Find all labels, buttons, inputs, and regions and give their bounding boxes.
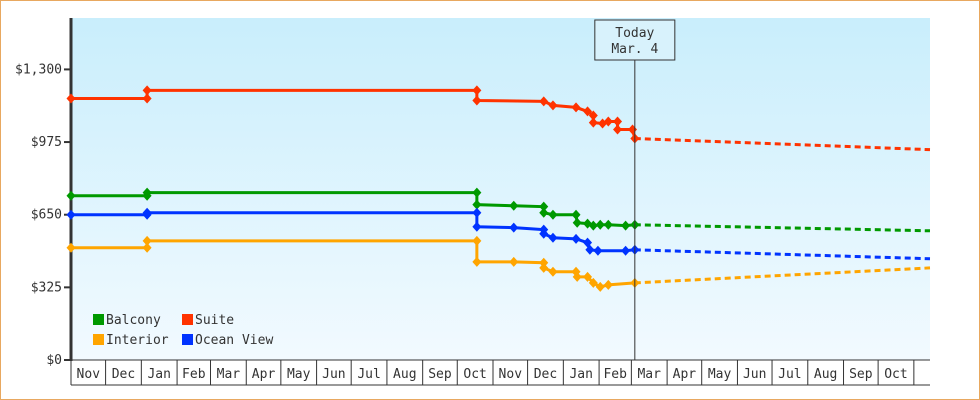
balcony-point [621,220,631,231]
x-tick-label: Jun [322,367,345,382]
x-tick-label: Nov [499,367,523,382]
today-box [594,19,676,61]
x-tick-label: Oct [884,367,907,382]
interior-point [472,256,482,267]
interior-point [588,277,598,288]
x-tick-label: Aug [393,367,416,382]
ocean-view-point [621,245,631,256]
suite-point [588,117,598,128]
y-tick-label: $0 [46,353,62,368]
suite-point [472,95,482,106]
interior-point [539,257,549,268]
ocean-view-point [585,244,595,255]
interior-point [572,271,582,282]
interior-point [472,235,482,246]
balcony-point [509,200,519,211]
legend-label: Interior [106,333,169,348]
legend-label: Balcony [106,313,161,328]
x-tick-label: May [287,367,311,382]
balcony-point [539,201,549,212]
x-tick-label: Jan [147,367,170,382]
x-tick-label: Oct [463,367,486,382]
x-tick-label: Dec [112,367,135,382]
suite-point [583,106,593,117]
ocean-view-point [142,207,152,218]
x-tick-label: Feb [182,367,206,382]
legend-label: Suite [195,313,234,328]
interior-point [583,271,593,282]
x-tick-label: Dec [534,367,557,382]
x-tick-label: Feb [603,367,627,382]
suite-point [603,116,613,127]
balcony-point [572,217,582,228]
x-tick-label: Apr [252,367,276,382]
interior-point [66,242,76,253]
balcony-point [66,190,76,201]
ocean-view-point [66,209,76,220]
suite-point [588,110,598,121]
suite-point [548,100,558,111]
y-tick-label: $1,300 [15,62,62,77]
x-tick-label: Mar [217,367,241,382]
y-tick-label: $650 [31,208,62,223]
balcony-point [142,187,152,198]
today-date: Mar. 4 [611,42,658,57]
interior-point [603,279,613,290]
legend-swatch [182,314,193,325]
suite-point [539,96,549,107]
x-tick-label: Sep [849,367,873,382]
x-tick-label: Jan [569,367,592,382]
interior-line [71,239,635,289]
x-tick-label: Jul [778,367,801,382]
x-tick-label: Aug [814,367,837,382]
balcony-point [588,220,598,231]
balcony-point [571,209,581,220]
today-label: Today [615,26,654,41]
ocean-view-point [472,221,482,232]
suite-point [472,85,482,96]
ocean-view-point [539,228,549,239]
ocean-view-point [509,222,519,233]
legend-swatch [182,334,193,345]
x-tick-label: May [708,367,732,382]
balcony-point [539,207,549,218]
interior-point [142,235,152,246]
suite-point [142,93,152,104]
legend-swatch [93,334,104,345]
x-tick-label: Jun [743,367,766,382]
suite-point [142,85,152,96]
x-tick-label: Sep [428,367,452,382]
suite-point [613,124,623,135]
balcony-point [548,209,558,220]
ocean-view-point [472,207,482,218]
balcony-point [472,199,482,210]
x-tick-label: Jul [357,367,380,382]
x-tick-label: Nov [77,367,101,382]
interior-point [548,266,558,277]
balcony-point [472,187,482,198]
suite-point [613,116,623,127]
interior-point [595,281,605,292]
ocean-view-point [548,232,558,243]
balcony-point [595,219,605,230]
y-tick-label: $975 [31,135,62,150]
x-tick-label: Mar [637,367,661,382]
interior-point [509,256,519,267]
interior-point [142,242,152,253]
interior-point [539,262,549,273]
ocean-view-point [571,233,581,244]
ocean-view-point [593,245,603,256]
suite-point [66,93,76,104]
x-tick-label: Apr [673,367,697,382]
plot-area [71,18,930,360]
legend-swatch [93,314,104,325]
y-tick-label: $325 [31,280,62,295]
balcony-point [603,219,613,230]
suite-point [571,102,581,113]
legend-label: Ocean View [195,333,273,348]
